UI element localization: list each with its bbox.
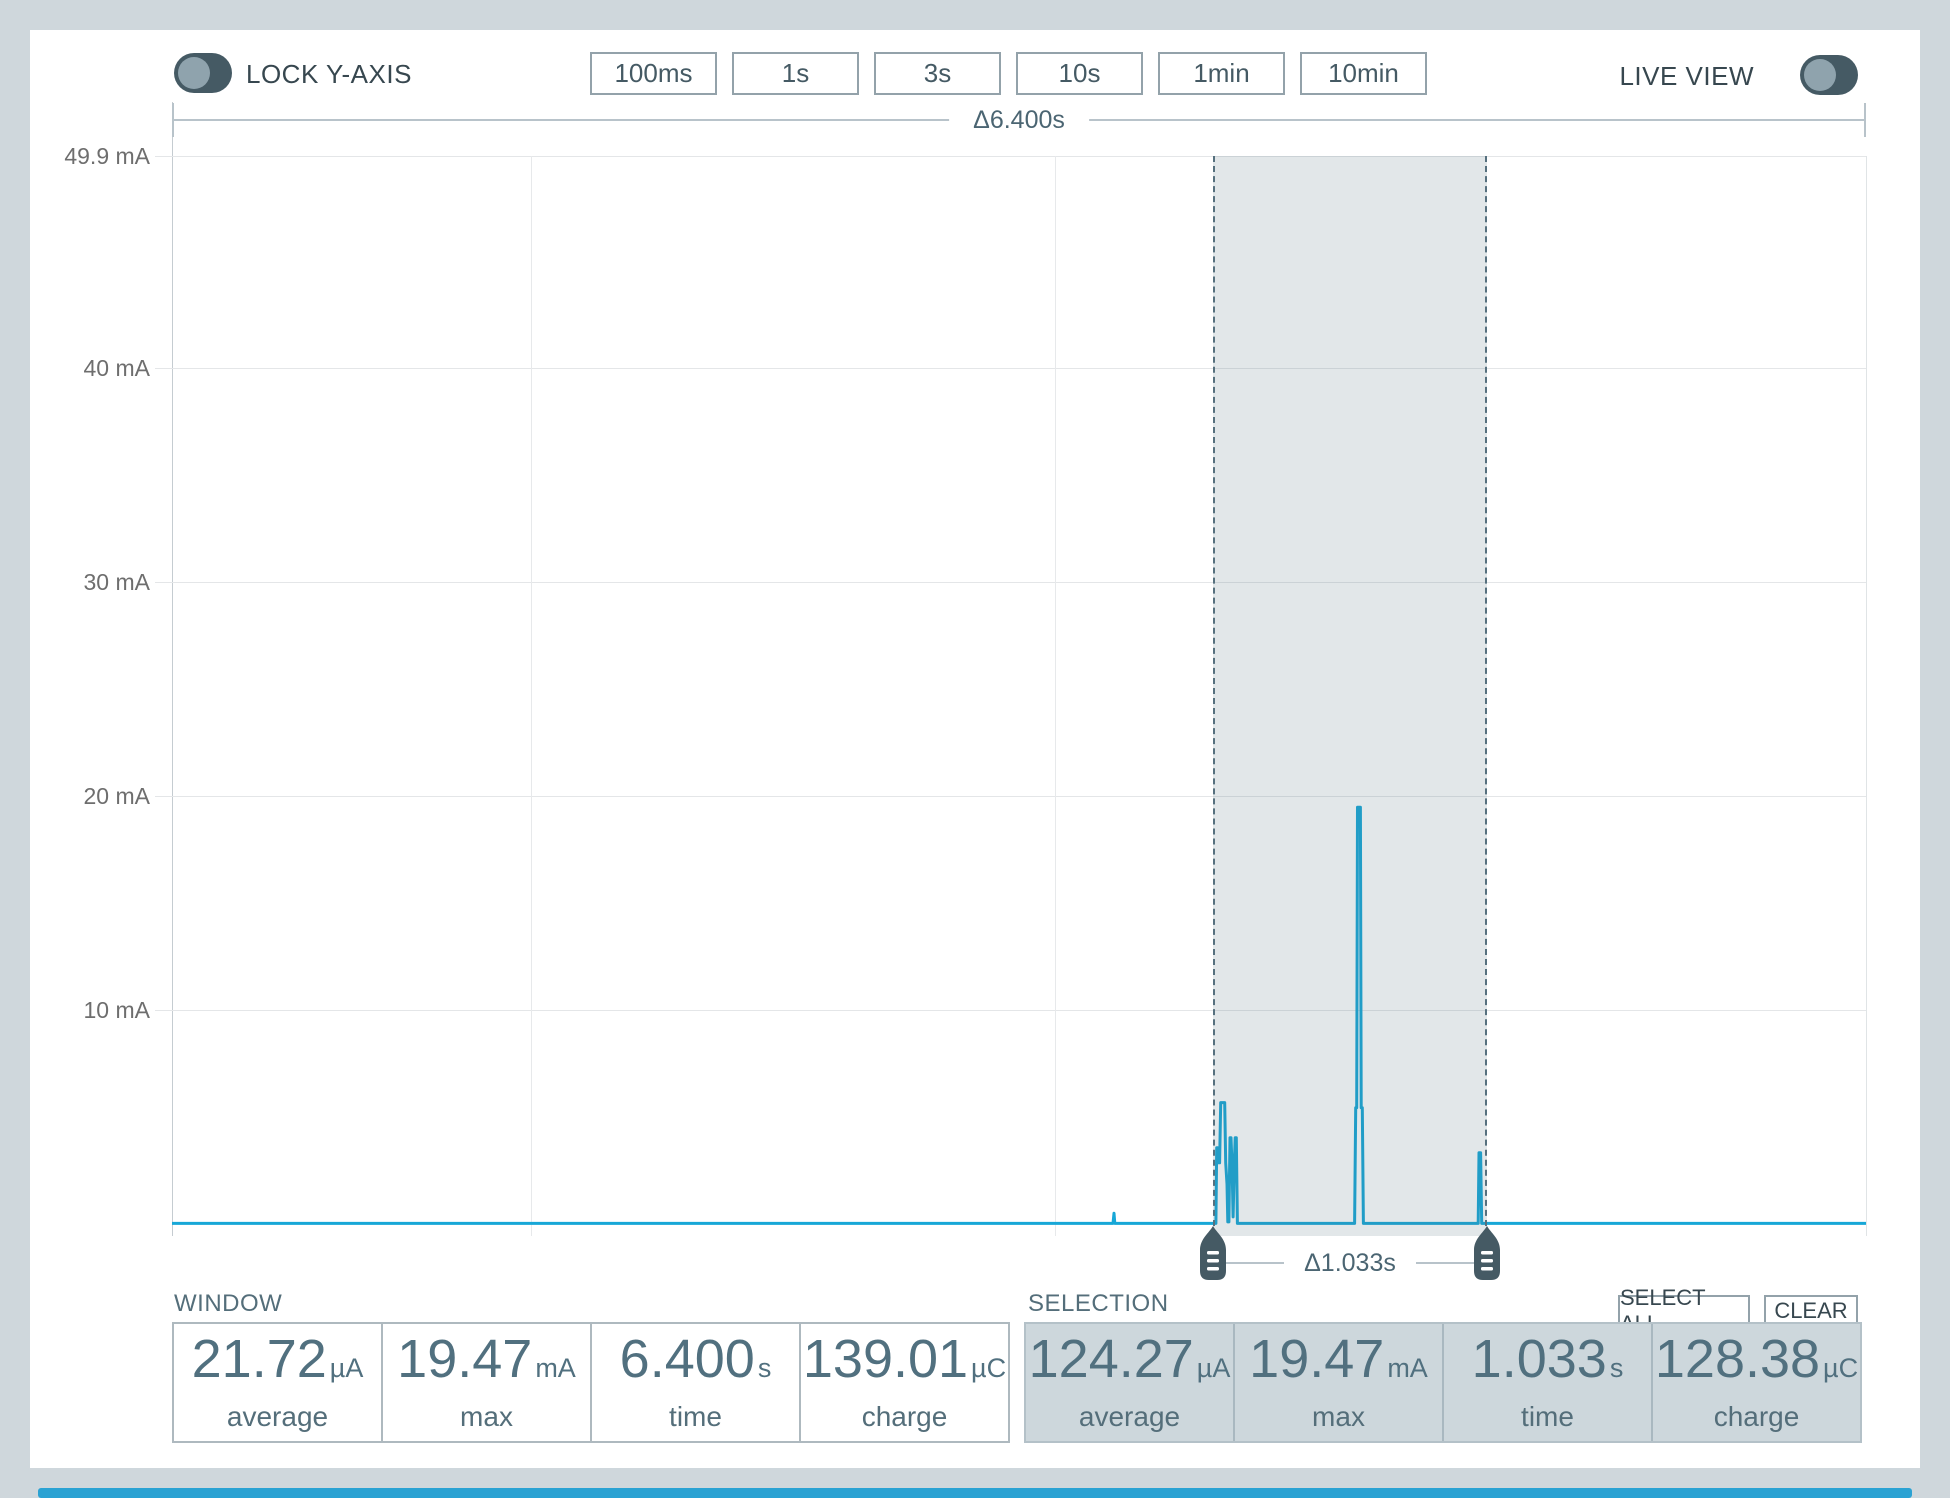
v-gridline [531,156,532,1236]
v-gridline [1055,156,1056,1236]
selection-right-handle[interactable] [1474,1226,1500,1280]
window-stats-box: 21.72 µA average 19.47 mA max 6.400 s time … [172,1322,1010,1443]
window-average-stat: 21.72 µA average [174,1324,381,1441]
h-gridline [155,156,1866,157]
window-time-stat: 6.400 s time [590,1324,799,1441]
current-trace [172,805,1866,1225]
stat-value: 139.01 µC [802,1329,1007,1389]
window-size-button-100ms[interactable]: 100ms [590,52,717,95]
stat-value: 124.27 µA [1028,1329,1231,1389]
y-tick-label: 10 mA [83,997,150,1023]
chart-right-border [1866,156,1867,1236]
stat-label: max [1312,1401,1365,1432]
clear-button[interactable]: CLEAR [1764,1295,1858,1326]
window-size-button-3s[interactable]: 3s [874,52,1001,95]
selection-delta-label: Δ1.033s [1304,1248,1396,1277]
stat-value: 1.033 s [1471,1329,1624,1389]
stat-label: charge [1713,1401,1800,1432]
lock-y-axis-label: LOCK Y-AXIS [246,59,412,89]
stat-value: 6.400 s [619,1329,772,1389]
y-axis-line [172,102,173,1236]
window-delta-bracket: Δ6.400s [172,103,1866,137]
stat-value: 19.47 mA [1249,1329,1428,1389]
stat-label: time [1521,1401,1574,1432]
window-section-title: WINDOW [174,1290,283,1317]
y-tick-label: 30 mA [83,569,150,595]
stat-value: 21.72 µA [191,1329,364,1389]
y-tick-label: 40 mA [83,355,150,381]
lock-y-axis-toggle[interactable] [174,53,232,93]
window-size-button-1min[interactable]: 1min [1158,52,1285,95]
current-trace-chart[interactable] [172,156,1866,1236]
stat-value: 19.47 mA [397,1329,576,1389]
selection-section-title: SELECTION [1028,1290,1169,1317]
selection-average-stat: 124.27 µA average [1026,1324,1233,1441]
stat-label: max [460,1401,513,1432]
selection-stats-box: 124.27 µA average 19.47 mA max 1.033 s time… [1024,1322,1862,1443]
stat-label: average [226,1401,329,1432]
live-view-label: LIVE VIEW [1619,61,1754,91]
window-size-buttons: 100ms 1s 3s 10s 1min 10min [590,52,1427,95]
window-delta-label: Δ6.400s [949,103,1089,137]
stat-label: average [1078,1401,1181,1432]
y-tick-label: 49.9 mA [64,143,150,169]
window-size-button-1s[interactable]: 1s [732,52,859,95]
bracket-left-tick [172,103,174,137]
main-panel: LOCK Y-AXIS 100ms 1s 3s 10s 1min 10min LIVE V… [30,30,1920,1468]
selection-delta-right-line [1415,1262,1480,1264]
window-max-stat: 19.47 mA max [381,1324,590,1441]
selection-region[interactable] [1213,156,1487,1236]
live-view-toggle-knob [1804,59,1836,91]
stat-label: charge [861,1401,948,1432]
window-size-button-10min[interactable]: 10min [1300,52,1427,95]
h-gridline [155,582,1866,583]
h-gridline [155,1010,1866,1011]
selection-delta-left-line [1220,1262,1285,1264]
h-gridline [155,368,1866,369]
selection-charge-stat: 128.38 µC charge [1651,1324,1860,1441]
selection-time-stat: 1.033 s time [1442,1324,1651,1441]
stat-label: time [669,1401,722,1432]
y-tick-label: 20 mA [83,783,150,809]
lock-y-axis-toggle-knob [178,57,210,89]
bracket-right-tick [1864,103,1866,137]
h-gridline [155,796,1866,797]
stat-value: 128.38 µC [1654,1329,1859,1389]
window-size-button-10s[interactable]: 10s [1016,52,1143,95]
live-view-toggle[interactable] [1800,55,1858,95]
selection-max-stat: 19.47 mA max [1233,1324,1442,1441]
selection-delta-annotation: Δ1.033s [1213,1248,1487,1278]
selection-left-handle[interactable] [1200,1226,1226,1280]
bottom-accent-strip [38,1488,1912,1498]
window-charge-stat: 139.01 µC charge [799,1324,1008,1441]
